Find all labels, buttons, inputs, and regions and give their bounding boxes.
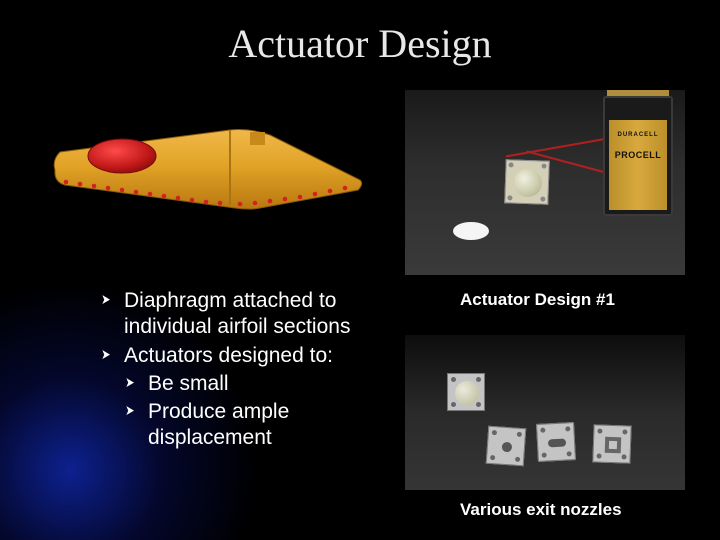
caption-photo-1: Actuator Design #1 <box>460 290 615 310</box>
battery-brand: DURACELL <box>612 132 664 138</box>
nozzle-plate <box>486 426 527 467</box>
caption-photo-2: Various exit nozzles <box>460 500 622 520</box>
nozzle-plate <box>536 422 576 462</box>
bullet-sub-item: Be small <box>100 371 400 397</box>
battery-brand-text: DURACELL PROCELL <box>612 132 664 160</box>
photo-exit-nozzles <box>405 335 685 490</box>
bullet-item: Actuators designed to: <box>100 343 400 369</box>
nozzle-plate <box>447 373 485 411</box>
airfoil-render <box>40 90 370 240</box>
bullet-item: Diaphragm attached to individual airfoil… <box>100 288 400 341</box>
actuator-chip <box>504 159 550 205</box>
slide-title: Actuator Design <box>0 20 720 67</box>
white-disc <box>453 222 489 240</box>
nozzle-plate <box>592 424 631 463</box>
photo-actuator-design-1: DURACELL PROCELL <box>405 90 685 275</box>
battery-line: PROCELL <box>612 150 664 160</box>
bullet-sub-item: Produce ample displacement <box>100 399 400 452</box>
bullet-list: Diaphragm attached to individual airfoil… <box>100 288 400 454</box>
